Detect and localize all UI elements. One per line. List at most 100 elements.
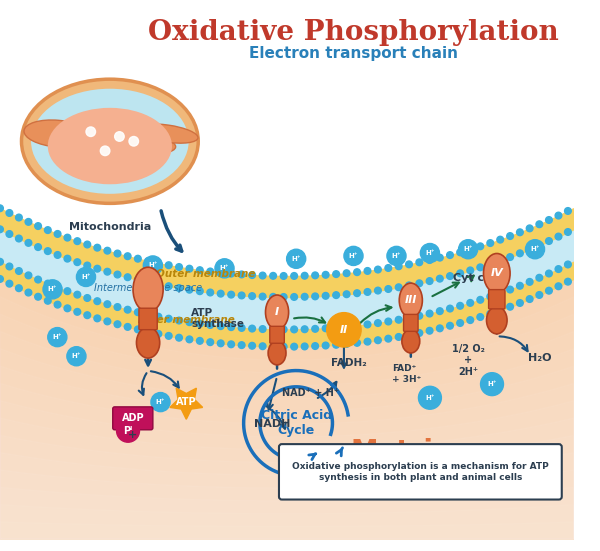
Circle shape — [44, 248, 51, 255]
Circle shape — [270, 294, 277, 300]
Ellipse shape — [22, 79, 198, 203]
Circle shape — [536, 291, 542, 298]
Circle shape — [114, 304, 121, 310]
Circle shape — [343, 291, 350, 298]
Circle shape — [84, 312, 91, 318]
Circle shape — [446, 252, 454, 258]
Circle shape — [364, 321, 371, 328]
Circle shape — [526, 296, 533, 302]
Text: H⁺: H⁺ — [425, 395, 434, 401]
Circle shape — [94, 315, 101, 322]
Circle shape — [280, 273, 287, 279]
Circle shape — [74, 309, 80, 315]
Circle shape — [517, 250, 523, 257]
Circle shape — [84, 262, 91, 269]
Circle shape — [217, 269, 224, 276]
Circle shape — [134, 255, 141, 262]
Circle shape — [35, 244, 41, 250]
Circle shape — [416, 280, 422, 287]
Circle shape — [291, 343, 298, 350]
Circle shape — [238, 292, 245, 299]
Circle shape — [487, 240, 494, 246]
Circle shape — [457, 249, 463, 256]
Circle shape — [477, 314, 484, 320]
Circle shape — [35, 223, 41, 229]
Circle shape — [104, 268, 111, 275]
Text: H₂O: H₂O — [528, 353, 551, 363]
Circle shape — [446, 273, 454, 279]
Text: Matrix: Matrix — [351, 437, 452, 466]
Circle shape — [238, 271, 245, 278]
Circle shape — [54, 231, 61, 237]
Circle shape — [333, 324, 340, 331]
Circle shape — [467, 267, 473, 274]
Text: Oxidative Phosphorylation: Oxidative Phosphorylation — [148, 19, 559, 46]
Circle shape — [426, 327, 433, 334]
Text: NADH: NADH — [254, 419, 290, 429]
Circle shape — [114, 271, 121, 278]
Circle shape — [16, 285, 22, 291]
Circle shape — [104, 301, 111, 307]
Circle shape — [287, 249, 306, 268]
Circle shape — [418, 386, 442, 409]
Circle shape — [259, 293, 266, 300]
Circle shape — [416, 259, 422, 266]
Circle shape — [134, 309, 141, 316]
Circle shape — [322, 342, 329, 349]
Circle shape — [76, 267, 95, 287]
Text: FADH₂: FADH₂ — [331, 358, 367, 368]
Circle shape — [333, 342, 340, 348]
Circle shape — [207, 339, 214, 345]
Circle shape — [497, 290, 503, 296]
Text: H⁺: H⁺ — [71, 353, 81, 359]
Circle shape — [270, 343, 277, 350]
FancyBboxPatch shape — [404, 315, 418, 331]
Circle shape — [48, 327, 67, 347]
Circle shape — [517, 300, 523, 306]
Circle shape — [44, 227, 51, 234]
Circle shape — [457, 302, 463, 309]
Circle shape — [25, 240, 32, 246]
Circle shape — [54, 284, 61, 291]
Circle shape — [54, 301, 61, 308]
Circle shape — [322, 325, 329, 332]
Circle shape — [249, 325, 256, 332]
Polygon shape — [170, 388, 203, 419]
Circle shape — [507, 233, 514, 239]
Circle shape — [385, 336, 392, 342]
Circle shape — [207, 268, 214, 275]
Ellipse shape — [268, 341, 286, 365]
Ellipse shape — [402, 329, 420, 353]
Text: H⁺: H⁺ — [156, 399, 165, 405]
Circle shape — [44, 280, 51, 287]
Circle shape — [526, 278, 533, 285]
Circle shape — [545, 288, 552, 294]
Text: Pᴵ: Pᴵ — [124, 426, 133, 436]
Ellipse shape — [133, 267, 163, 312]
FancyBboxPatch shape — [113, 407, 153, 430]
Circle shape — [333, 292, 340, 299]
Ellipse shape — [48, 108, 172, 184]
Circle shape — [116, 419, 139, 442]
Circle shape — [517, 229, 523, 236]
Circle shape — [124, 306, 131, 313]
Circle shape — [536, 221, 542, 228]
Circle shape — [145, 311, 151, 318]
Circle shape — [436, 308, 443, 315]
Circle shape — [374, 287, 381, 294]
Circle shape — [545, 270, 552, 277]
Circle shape — [74, 291, 80, 298]
Circle shape — [124, 323, 131, 330]
Circle shape — [426, 310, 433, 317]
Text: Cyt c: Cyt c — [452, 273, 484, 283]
Circle shape — [555, 233, 562, 240]
Circle shape — [249, 342, 256, 349]
Circle shape — [0, 205, 4, 212]
Circle shape — [217, 323, 224, 329]
Circle shape — [436, 255, 443, 261]
Text: H⁺: H⁺ — [425, 250, 434, 256]
Text: 1/2 O₂
+
2H⁺: 1/2 O₂ + 2H⁺ — [452, 344, 485, 377]
Circle shape — [166, 283, 172, 290]
Text: Intermembrane space: Intermembrane space — [94, 283, 202, 293]
Circle shape — [270, 273, 277, 279]
